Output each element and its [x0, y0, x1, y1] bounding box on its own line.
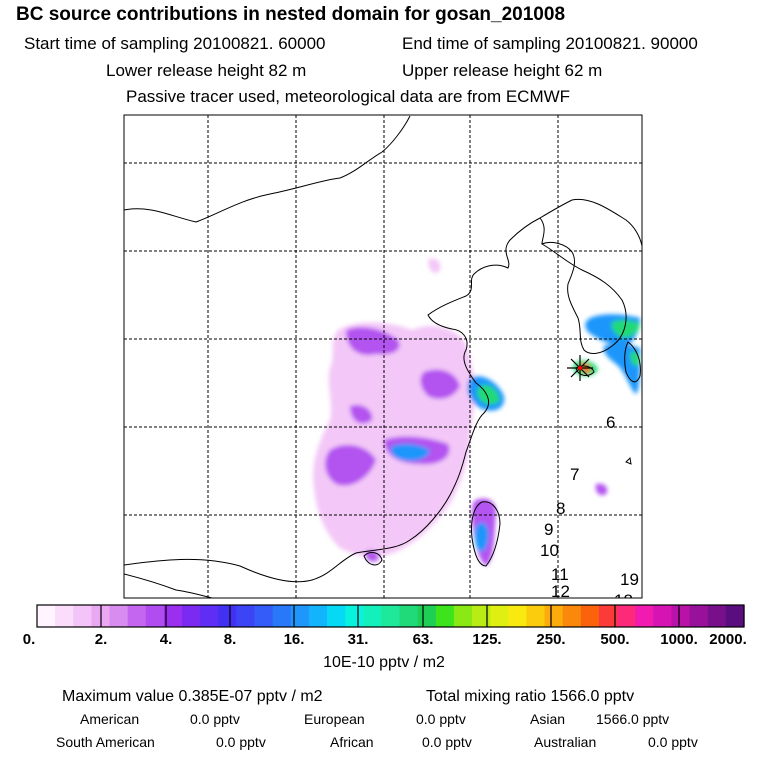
trajectory-label: 8 [556, 499, 565, 518]
american-value: 0.0 pptv [190, 711, 240, 727]
trajectory-label: 7 [570, 465, 579, 484]
colorbar-cell [381, 605, 401, 627]
end-time: End time of sampling 20100821. 90000 [402, 34, 698, 53]
colorbar-cell [200, 605, 219, 627]
colorbar-cell [308, 605, 328, 627]
trajectory-label: 11 [551, 565, 569, 584]
european-label: European [304, 711, 365, 727]
colorbar-cell [707, 605, 727, 627]
start-time: Start time of sampling 20100821. 60000 [24, 34, 326, 53]
colorbar-cell [671, 605, 691, 627]
colorbar [36, 604, 745, 628]
colorbar-cell [580, 605, 600, 627]
coastline-hainan [363, 552, 383, 566]
coastline-japan [624, 341, 641, 383]
lower-release-height: Lower release height 82 m [106, 61, 307, 80]
colorbar-cell [417, 605, 437, 627]
trajectory-label: 9 [544, 520, 553, 539]
graticule [124, 115, 642, 598]
australian-label: Australian [534, 734, 597, 750]
map-frame [123, 114, 643, 599]
colorbar-tick-label: 2. [94, 631, 108, 648]
trajectory-label: 12 [551, 582, 570, 601]
colorbar-cell [725, 605, 745, 627]
australian-value: 0.0 pptv [648, 734, 698, 750]
colorbar-cell [526, 605, 546, 627]
colorbar-tick-label: 4. [159, 631, 173, 648]
colorbar-cell [182, 605, 201, 627]
colorbar-cell [145, 605, 165, 627]
american-label: American [80, 711, 140, 727]
colorbar-cell [544, 605, 564, 627]
colorbar-cell [127, 605, 147, 627]
south-american-label: South American [56, 734, 155, 750]
colorbar-cell [218, 605, 238, 627]
colorbar-cell [327, 605, 346, 627]
african-label: African [330, 734, 374, 750]
border-southwest [124, 573, 213, 598]
chart-title: BC source contributions in nested domain… [16, 4, 566, 25]
colorbar-tick-label: 0. [22, 631, 36, 648]
colorbar-cell [236, 605, 256, 627]
south-american-value: 0.0 pptv [216, 734, 266, 750]
border-china-mongolia [124, 115, 411, 223]
colorbar-cell [635, 605, 654, 627]
colorbar-cell [163, 605, 183, 627]
coastline-china [124, 199, 573, 583]
colorbar-cell [290, 605, 310, 627]
colorbar-tick-label: 31. [347, 631, 369, 648]
colorbar-cell [472, 605, 491, 627]
concentration-field [313, 258, 640, 566]
total-mixing-ratio: Total mixing ratio 1566.0 pptv [426, 688, 635, 705]
colorbar-tick-label: 250. [536, 631, 566, 648]
asian-value: 1566.0 pptv [596, 711, 670, 727]
colorbar-cell [399, 605, 419, 627]
receptor-marker [567, 355, 593, 381]
colorbar-cell [453, 605, 473, 627]
trajectory-label: 6 [606, 413, 615, 432]
trajectory-label: 19 [620, 570, 639, 589]
colorbar-cell [562, 605, 582, 627]
colorbar-cell [73, 605, 92, 627]
coastline-russia-edge [571, 198, 642, 247]
coastline-taiwan [471, 501, 501, 567]
colorbar-cell [490, 605, 509, 627]
coastline-korea [540, 241, 627, 354]
trajectory-label: 10 [540, 541, 559, 560]
colorbar-cell [55, 605, 74, 627]
colorbar-tick-label: 125. [472, 631, 502, 648]
border-china-korea [539, 217, 545, 245]
colorbar-cell [653, 605, 673, 627]
tracer-note: Passive tracer used, meteorological data… [126, 87, 571, 106]
coastlines [124, 115, 642, 598]
upper-release-height: Upper release height 62 m [402, 61, 603, 80]
colorbar-cell [435, 605, 455, 627]
colorbar-cell [345, 605, 364, 627]
colorbar-cell [272, 605, 292, 627]
colorbar-tick-label: 2000. [709, 631, 747, 648]
colorbar-tick-label: 63. [412, 631, 434, 648]
colorbar-cell [254, 605, 274, 627]
colorbar-cell [363, 605, 383, 627]
maximum-value: Maximum value 0.385E-07 pptv / m2 [62, 688, 323, 705]
colorbar-frame [36, 604, 745, 628]
colorbar-cell [617, 605, 636, 627]
colorbar-tick-label: 8. [223, 631, 237, 648]
colorbar-cell [37, 605, 56, 627]
african-value: 0.0 pptv [422, 734, 472, 750]
colorbar-cell [508, 605, 528, 627]
colorbar-tick-label: 500. [600, 631, 630, 648]
colorbar-units: 10E-10 pptv / m2 [323, 654, 445, 671]
european-value: 0.0 pptv [416, 711, 466, 727]
colorbar-cell [109, 605, 129, 627]
colorbar-tick-label: 16. [283, 631, 305, 648]
asian-label: Asian [530, 711, 566, 727]
colorbar-tick-label: 1000. [660, 631, 698, 648]
trajectory-label: 18 [614, 591, 633, 610]
colorbar-cell [689, 605, 709, 627]
colorbar-cell [598, 605, 618, 627]
coastline-small-island [625, 456, 632, 465]
